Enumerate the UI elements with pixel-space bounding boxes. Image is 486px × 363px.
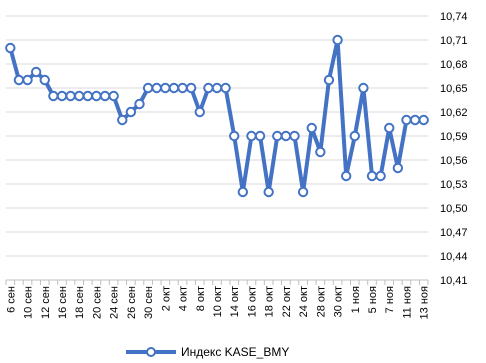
x-tick-label: 12 сен [40,286,52,319]
data-point [185,82,197,94]
x-tick-label: 5 ноя [367,286,379,313]
x-axis: 6 сен 10 сен 12 сен 16 сен 18 сен 20 сен 24 се… [5,279,431,319]
data-point [289,130,300,142]
data-point [340,170,352,182]
legend-label: Индекс KASE_BMY [181,345,289,359]
data-point [349,130,360,142]
y-tick-label: 10,50 [440,203,468,215]
data-point [237,186,249,198]
x-tick-label: 26 сен [126,286,138,319]
x-tick-label: 11 ноя [401,286,413,319]
x-tick-label: 8 окт [195,286,207,311]
data-point [74,90,85,102]
data-point [254,130,266,142]
data-point [246,130,257,142]
x-tick-label: 22 окт [281,286,293,317]
y-tick-label: 10,68 [440,59,468,71]
y-tick-label: 10,44 [440,251,468,263]
x-tick-label: 30 сен [143,286,155,319]
data-point [203,82,214,94]
data-point [48,90,59,102]
data-point [142,82,154,94]
data-point [65,90,76,102]
data-point [117,114,128,126]
data-point [39,74,50,86]
data-point [263,186,274,198]
x-tick-label: 30 окт [333,286,345,317]
data-point [306,122,317,134]
series-group [5,34,429,198]
data-point [392,162,404,174]
data-point [401,114,412,126]
data-point [13,74,25,86]
x-tick-label: 24 окт [298,286,310,317]
data-point [332,34,343,46]
data-point [194,106,205,118]
data-point [384,122,395,134]
data-point [5,42,16,54]
y-tick-label: 10,74 [440,11,468,23]
data-point [323,74,335,86]
data-point [315,146,326,158]
x-tick-label: 20 сен [91,286,103,319]
data-point [418,114,429,126]
data-point [177,82,188,94]
x-tick-label: 13 ноя [419,286,431,319]
series-line [8,38,424,194]
x-tick-label: 2 окт [160,286,172,311]
data-point [56,90,68,102]
data-point [375,170,386,182]
data-point [229,130,240,142]
y-axis: 10,74 10,71 10,68 10,65 10,62 10,59 10,56 10,53… [440,11,468,287]
x-tick-label: 7 ноя [384,286,396,313]
data-point [220,82,231,94]
x-tick-label: 14 окт [229,286,241,317]
x-tick-label: 4 окт [178,286,190,311]
data-point [30,66,42,78]
y-tick-label: 10,47 [440,227,468,239]
y-tick-label: 10,65 [440,83,468,95]
x-tick-label: 10 сен [23,286,35,319]
x-tick-label: 24 сен [109,286,121,319]
gridlines [6,15,428,281]
x-tick-label: 18 сен [74,286,86,319]
data-point [134,98,145,110]
x-tick-label: 16 сен [57,286,69,319]
x-tick-label: 16 окт [246,286,258,317]
legend-marker [146,347,156,357]
data-point [211,82,223,94]
data-point [91,90,102,102]
data-point [358,82,369,94]
data-point [297,186,309,198]
y-tick-label: 10,56 [440,155,468,167]
x-tick-label: 1 ноя [350,286,362,313]
data-point [168,82,180,94]
data-point [22,74,33,86]
y-tick-label: 10,41 [440,275,468,287]
y-tick-label: 10,53 [440,179,468,191]
x-tick-label: 10 окт [212,286,224,317]
x-tick-label: 6 сен [5,286,17,313]
data-point [160,82,171,94]
data-point [366,170,378,182]
legend: Индекс KASE_BMY [126,345,289,359]
data-point [409,114,421,126]
y-tick-label: 10,62 [440,107,468,119]
data-point [280,130,292,142]
data-point [82,90,94,102]
y-tick-label: 10,59 [440,131,468,143]
y-tick-label: 10,71 [440,35,468,47]
data-point [125,106,137,118]
data-point [108,90,119,102]
data-point [272,130,283,142]
x-tick-label: 18 окт [264,286,276,317]
data-point [151,82,162,94]
x-tick-label: 28 окт [315,286,327,317]
data-point [99,90,111,102]
